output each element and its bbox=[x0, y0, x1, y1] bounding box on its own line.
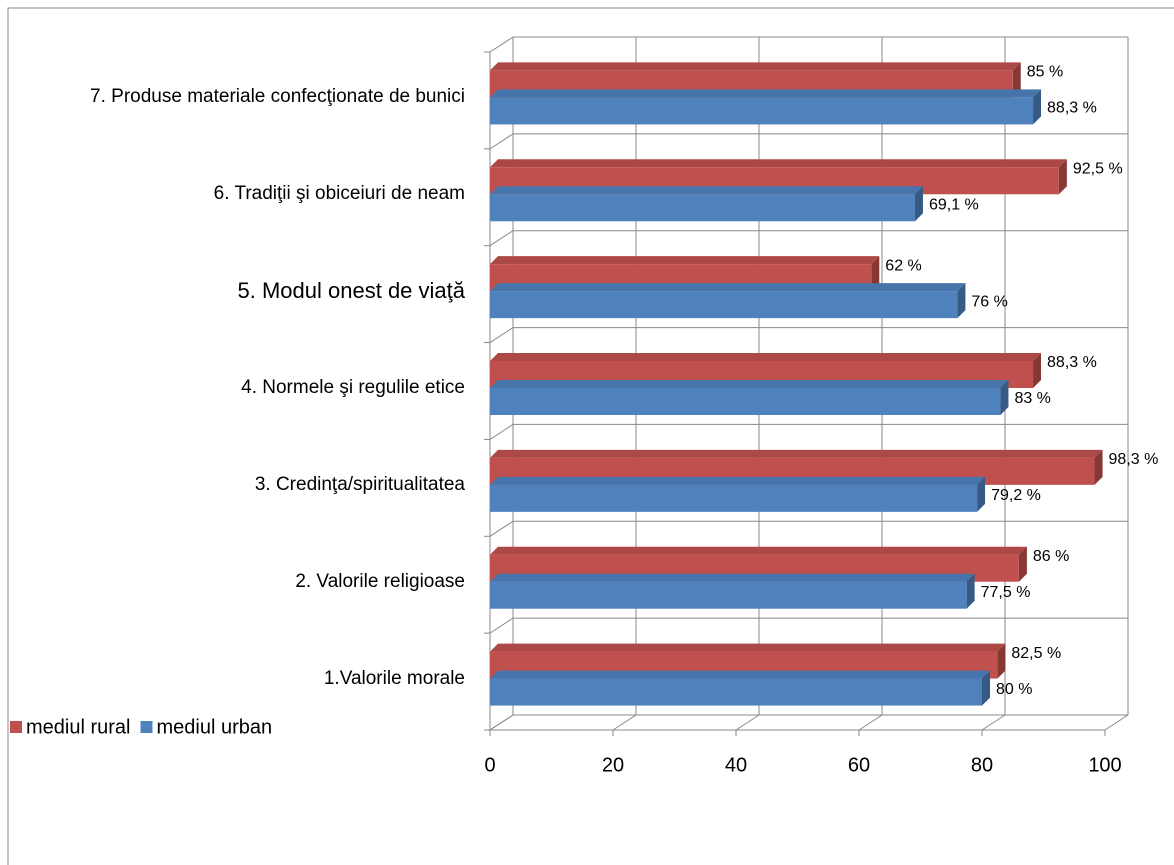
bar-top bbox=[490, 283, 966, 292]
bar-side bbox=[1094, 449, 1103, 485]
grid-line bbox=[858, 714, 883, 731]
category-text: 7. Produse materiale confecţionate de bu… bbox=[90, 86, 465, 108]
legend-swatch bbox=[10, 721, 22, 733]
grid-line bbox=[735, 714, 760, 731]
grid-line bbox=[489, 133, 514, 150]
bar bbox=[490, 484, 978, 512]
value-label: 88,3 % bbox=[1047, 100, 1097, 117]
value-label: 62 % bbox=[885, 257, 921, 274]
grid-line bbox=[612, 714, 637, 731]
bar-side bbox=[982, 670, 990, 706]
bar-top bbox=[490, 380, 1009, 388]
grid-line bbox=[489, 230, 514, 247]
bar-top bbox=[490, 670, 990, 679]
value-label: 86 % bbox=[1033, 548, 1069, 565]
bar-side bbox=[977, 476, 986, 512]
legend-label: mediul urban bbox=[156, 716, 272, 738]
y-tick-label: 5. Modul onest de viaţă bbox=[20, 251, 465, 331]
bar-top bbox=[490, 643, 1006, 652]
value-label: 85 % bbox=[1027, 64, 1063, 81]
bar bbox=[490, 581, 967, 609]
bar-top bbox=[490, 546, 1027, 555]
bar-side bbox=[1033, 89, 1042, 125]
bar-side bbox=[957, 283, 966, 319]
x-tick-label: 80 bbox=[971, 754, 993, 776]
value-label: 76 % bbox=[971, 293, 1007, 310]
bar-side bbox=[1033, 353, 1042, 388]
value-label: 98,3 % bbox=[1109, 451, 1159, 468]
x-tick-label: 100 bbox=[1088, 754, 1121, 776]
x-tick-label: 0 bbox=[484, 754, 495, 776]
grid-line bbox=[489, 424, 514, 440]
value-label: 77,5 % bbox=[981, 584, 1031, 601]
bar bbox=[490, 97, 1034, 125]
y-tick-label: 6. Tradiţii şi obiceiuri de neam bbox=[20, 154, 465, 234]
y-tick-label: 7. Produse materiale confecţionate de bu… bbox=[20, 57, 465, 137]
y-tick-label: 2. Valorile religioase bbox=[20, 542, 465, 622]
bar bbox=[490, 194, 915, 222]
chart-frame bbox=[7, 7, 1174, 865]
grid-line bbox=[489, 617, 514, 634]
x-tick-label: 40 bbox=[725, 754, 747, 776]
value-label: 82,5 % bbox=[1011, 645, 1061, 662]
value-label: 80 % bbox=[996, 681, 1032, 698]
bar-top bbox=[490, 353, 1042, 361]
value-label: 79,2 % bbox=[991, 487, 1041, 504]
grid-line bbox=[1104, 714, 1129, 731]
bar-side bbox=[914, 186, 923, 222]
value-label: 92,5 % bbox=[1073, 161, 1123, 178]
category-text: 6. Tradiţii şi obiceiuri de neam bbox=[213, 183, 465, 205]
category-text: 4. Normele şi regulile etice bbox=[241, 377, 465, 398]
legend-swatch bbox=[140, 721, 153, 733]
legend-label: mediul rural bbox=[26, 716, 130, 738]
y-tick-label: 1.Valorile morale bbox=[20, 639, 465, 719]
bar-top bbox=[490, 62, 1021, 71]
bar-top bbox=[490, 159, 1067, 168]
y-tick-label: 4. Normele şi regulile etice bbox=[20, 348, 465, 428]
value-label: 69,1 % bbox=[929, 197, 979, 214]
grid-line bbox=[981, 714, 1006, 731]
grid-line bbox=[489, 327, 514, 343]
bar-side bbox=[1000, 380, 1009, 415]
bar bbox=[490, 388, 1001, 415]
category-text: 5. Modul onest de viaţă bbox=[237, 278, 465, 304]
x-tick-label: 20 bbox=[602, 754, 624, 776]
bar-top bbox=[490, 186, 923, 195]
bar bbox=[490, 291, 958, 319]
category-text: 1.Valorile morale bbox=[323, 667, 465, 689]
category-text: 3. Credinţa/spiritualitatea bbox=[254, 473, 465, 495]
bar-side bbox=[871, 256, 880, 292]
bar bbox=[490, 678, 982, 706]
bar-top bbox=[490, 573, 975, 582]
x-tick-label: 60 bbox=[848, 754, 870, 776]
bar-side bbox=[1018, 546, 1027, 582]
grid-line bbox=[489, 714, 514, 731]
bar-top bbox=[490, 449, 1103, 458]
bar-side bbox=[1058, 159, 1067, 195]
bar-side bbox=[966, 573, 975, 609]
bar-top bbox=[490, 89, 1042, 98]
bar-side bbox=[997, 643, 1006, 679]
category-text: 2. Valorile religioase bbox=[295, 570, 465, 592]
bar-side bbox=[1012, 62, 1021, 98]
y-tick-label: 3. Credinţa/spiritualitatea bbox=[20, 445, 465, 525]
bar-top bbox=[490, 256, 880, 265]
bar-top bbox=[490, 476, 986, 485]
value-label: 88,3 % bbox=[1047, 354, 1097, 371]
grid-line bbox=[489, 36, 514, 53]
grid-line bbox=[489, 520, 514, 537]
value-label: 83 % bbox=[1014, 390, 1050, 407]
